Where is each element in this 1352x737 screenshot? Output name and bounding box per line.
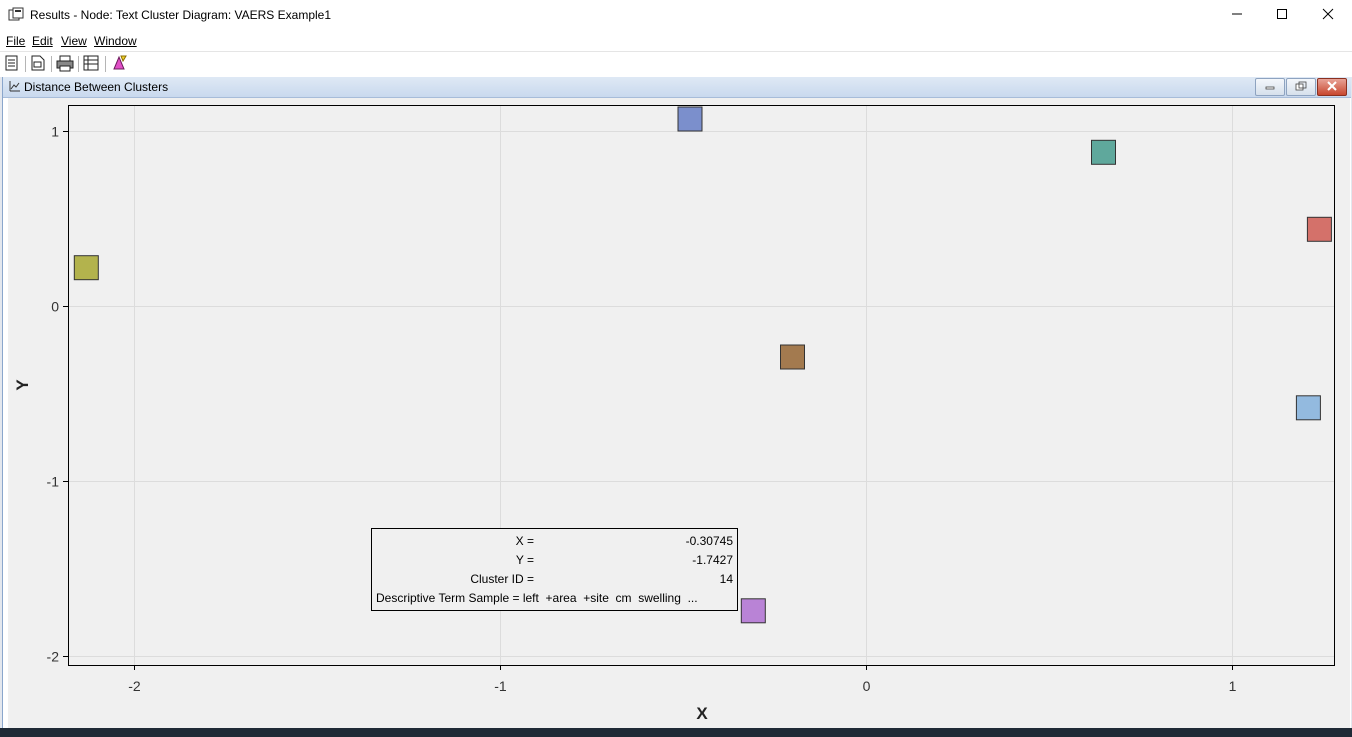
child-minimize-button[interactable]: [1255, 78, 1285, 96]
maximize-icon: [1276, 8, 1288, 23]
tooltip-row-x: X = -0.30745: [372, 534, 737, 553]
menu-file[interactable]: File: [6, 34, 26, 48]
data-tooltip: X = -0.30745 Y = -1.7427 Cluster ID = 14…: [371, 528, 738, 611]
tooltip-value: -0.30745: [685, 534, 733, 548]
cluster-points: [73, 106, 1332, 624]
print-icon[interactable]: [55, 54, 75, 74]
child-window-title: Distance Between Clusters: [24, 80, 169, 94]
child-close-button[interactable]: [1317, 78, 1347, 96]
toolbar-separator: [78, 56, 79, 72]
cluster-marker[interactable]: [1295, 395, 1321, 421]
close-button[interactable]: [1305, 0, 1351, 31]
results-window-icon: [8, 7, 24, 23]
report-icon[interactable]: [29, 54, 49, 74]
toolbar-separator: [25, 56, 26, 72]
tooltip-label: Y =: [515, 553, 534, 567]
close-icon: [1327, 80, 1337, 94]
menu-view[interactable]: View: [61, 34, 87, 48]
window-titlebar: Results - Node: Text Cluster Diagram: VA…: [0, 0, 1352, 31]
cluster-marker[interactable]: [73, 255, 99, 281]
tooltip-label: Cluster ID =: [470, 572, 534, 586]
menu-window[interactable]: Window: [94, 34, 137, 48]
child-restore-button[interactable]: [1286, 78, 1316, 96]
table-icon[interactable]: [82, 54, 102, 74]
cluster-marker[interactable]: [677, 106, 703, 132]
restore-icon: [1295, 80, 1307, 94]
child-window-titlebar: Distance Between Clusters: [3, 77, 1351, 98]
tooltip-row-cluster-id: Cluster ID = 14: [372, 572, 737, 591]
maximize-button[interactable]: [1259, 0, 1305, 31]
tooltip-row-terms: Descriptive Term Sample = left +area +si…: [372, 591, 737, 610]
toolbar: [0, 51, 1352, 77]
tooltip-value: -1.7427: [692, 553, 733, 567]
distance-between-clusters-window: Distance Between Clusters: [2, 77, 1351, 737]
properties-icon[interactable]: [3, 54, 23, 74]
tooltip-value: 14: [719, 572, 733, 586]
tooltip-term-sample: Descriptive Term Sample = left +area +si…: [376, 591, 698, 605]
cluster-marker[interactable]: [740, 598, 766, 624]
highlight-icon[interactable]: [110, 54, 130, 74]
window-title: Results - Node: Text Cluster Diagram: VA…: [30, 8, 332, 22]
toolbar-separator: [105, 56, 106, 72]
tooltip-label: X =: [515, 534, 534, 548]
cluster-marker[interactable]: [780, 344, 805, 370]
menu-edit[interactable]: Edit: [32, 34, 53, 48]
mdi-workspace: Distance Between Clusters: [0, 77, 1352, 737]
plot-icon: [8, 80, 21, 93]
tooltip-row-y: Y = -1.7427: [372, 553, 737, 572]
minimize-button[interactable]: [1214, 0, 1260, 31]
cluster-marker[interactable]: [1091, 139, 1116, 165]
toolbar-separator: [51, 56, 52, 72]
minimize-icon: [1231, 8, 1243, 23]
cluster-marker[interactable]: [1306, 216, 1332, 242]
menu-bar: File Edit View Window: [0, 31, 1352, 51]
minimize-icon: [1264, 80, 1276, 94]
taskbar: [0, 728, 1352, 737]
close-icon: [1322, 8, 1334, 23]
